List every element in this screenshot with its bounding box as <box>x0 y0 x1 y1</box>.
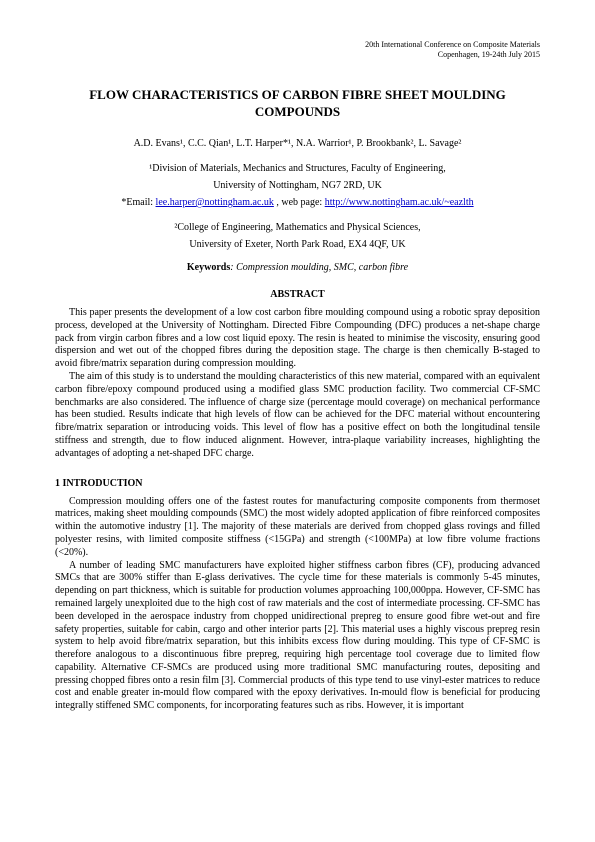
intro-para-2: A number of leading SMC manufacturers ha… <box>55 560 540 714</box>
email-prefix: *Email: <box>121 197 155 208</box>
conference-line-2: Copenhagen, 19-24th July 2015 <box>55 50 540 60</box>
authors-line: A.D. Evans¹, C.C. Qian¹, L.T. Harper*¹, … <box>55 137 540 150</box>
web-link[interactable]: http://www.nottingham.ac.uk/~eazlth <box>325 197 474 208</box>
abstract-heading: ABSTRACT <box>55 288 540 301</box>
keywords-line: Keywords: Compression moulding, SMC, car… <box>55 261 540 274</box>
intro-para-1: Compression moulding offers one of the f… <box>55 496 540 560</box>
affiliation-1-line2: University of Nottingham, NG7 2RD, UK <box>55 179 540 192</box>
web-prefix: , web page: <box>274 197 325 208</box>
conference-header: 20th International Conference on Composi… <box>55 40 540 59</box>
paper-title: FLOW CHARACTERISTICS OF CARBON FIBRE SHE… <box>55 87 540 121</box>
email-link[interactable]: lee.harper@nottingham.ac.uk <box>156 197 274 208</box>
abstract-para-1: This paper presents the development of a… <box>55 307 540 371</box>
affiliation-2-line2: University of Exeter, North Park Road, E… <box>55 238 540 251</box>
affiliation-1-contact: *Email: lee.harper@nottingham.ac.uk , we… <box>55 196 540 209</box>
intro-heading: 1 INTRODUCTION <box>55 477 540 490</box>
keywords-body: : Compression moulding, SMC, carbon fibr… <box>230 262 408 273</box>
affiliation-2-line1: ²College of Engineering, Mathematics and… <box>55 221 540 234</box>
keywords-label: Keywords <box>187 262 230 273</box>
abstract-para-2: The aim of this study is to understand t… <box>55 371 540 461</box>
affiliation-1-line1: ¹Division of Materials, Mechanics and St… <box>55 162 540 175</box>
conference-line-1: 20th International Conference on Composi… <box>55 40 540 50</box>
